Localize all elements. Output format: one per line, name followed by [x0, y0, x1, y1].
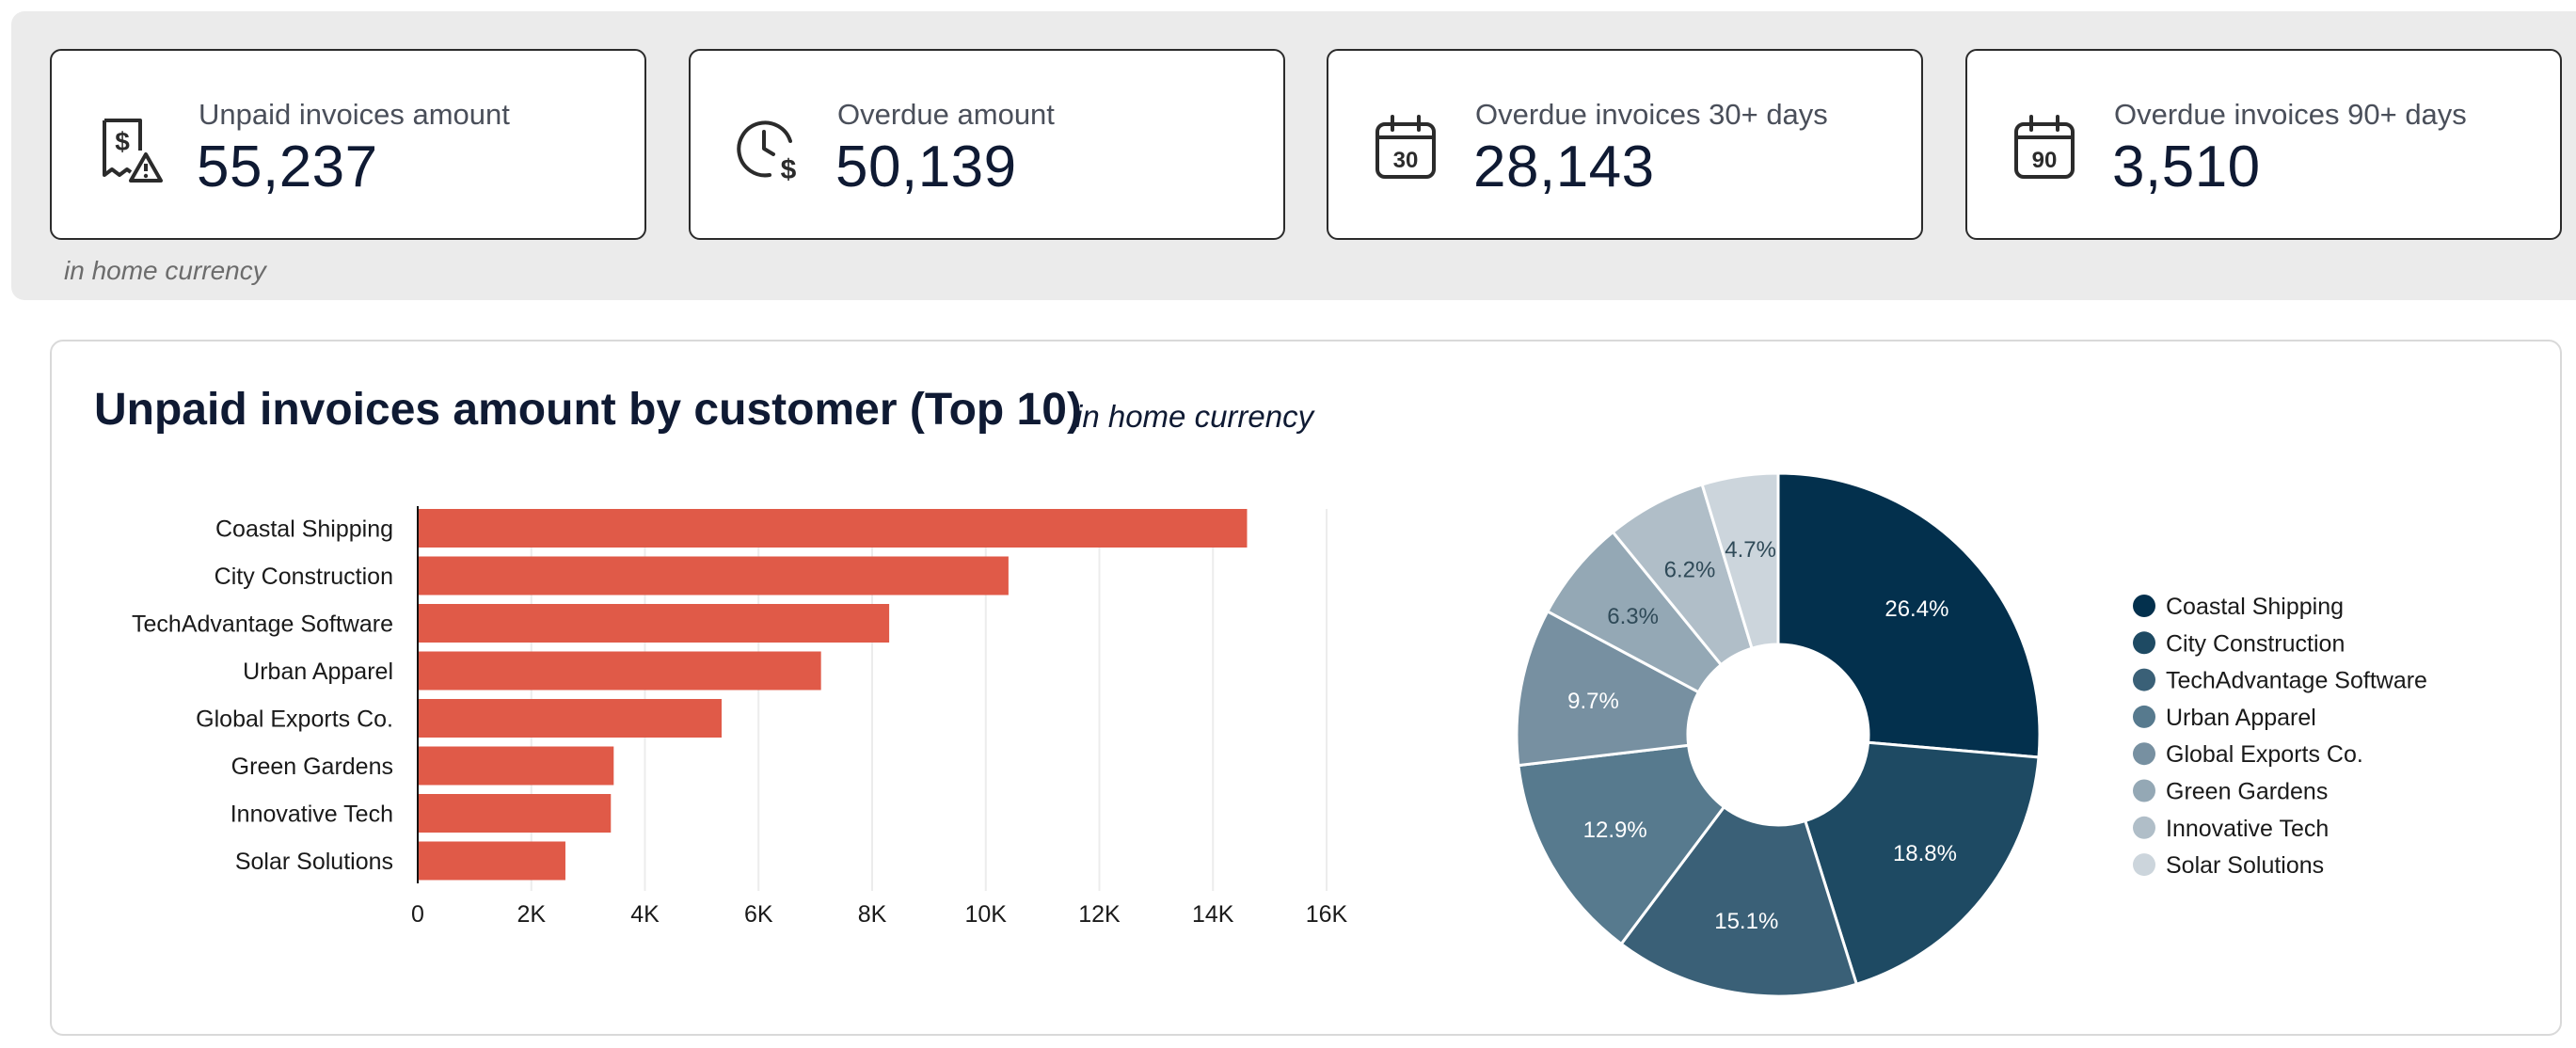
kpi-value: 28,143	[1473, 135, 1655, 199]
kpi-card-overdue: $ Overdue amount 50,139	[689, 49, 1285, 240]
kpi-card-overdue-30: 30 Overdue invoices 30+ days 28,143	[1327, 49, 1923, 240]
svg-text:30: 30	[1393, 148, 1419, 173]
receipt-dollar-warning-icon: $	[103, 119, 163, 183]
kpi-card-overdue-90: 90 Overdue invoices 90+ days 3,510	[1965, 49, 2562, 240]
panel-title: Unpaid invoices amount by customer (Top …	[94, 385, 1082, 435]
clock-dollar-icon: $	[737, 120, 797, 184]
svg-text:$: $	[115, 127, 130, 156]
svg-text:90: 90	[2032, 148, 2058, 173]
panel-subtitle: in home currency	[1075, 399, 1314, 434]
kpi-value: 3,510	[2112, 135, 2261, 199]
kpi-value: 55,237	[197, 135, 378, 199]
calendar-30-icon: 30	[1375, 115, 1436, 179]
svg-text:$: $	[781, 154, 797, 184]
chart-panel	[50, 340, 2562, 1036]
kpi-label: Overdue invoices 90+ days	[2114, 98, 2467, 131]
kpi-footnote: in home currency	[64, 256, 266, 285]
calendar-90-icon: 90	[2014, 115, 2075, 179]
kpi-value: 50,139	[835, 135, 1017, 199]
kpi-label: Overdue invoices 30+ days	[1475, 98, 1828, 131]
kpi-label: Unpaid invoices amount	[199, 98, 510, 131]
kpi-card-unpaid: $ Unpaid invoices amount 55,237	[50, 49, 646, 240]
kpi-label: Overdue amount	[837, 98, 1055, 131]
